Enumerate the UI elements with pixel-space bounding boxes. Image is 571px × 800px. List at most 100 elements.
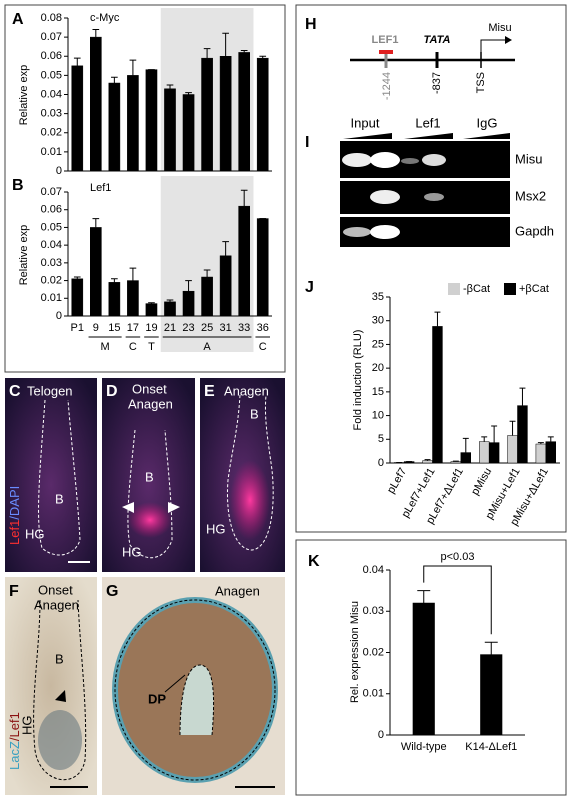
panel-letter: H xyxy=(305,16,317,33)
x-tick-label: P1 xyxy=(71,322,84,334)
image-d: D Onset Anagen B HG xyxy=(102,378,195,572)
bar xyxy=(201,276,213,317)
bar xyxy=(127,75,139,172)
y-tick-label: 0.01 xyxy=(41,292,62,304)
y-tick-label: 0.05 xyxy=(41,221,62,233)
legend-swatch xyxy=(448,283,460,295)
y-tick-label: 0.07 xyxy=(41,186,62,198)
bar xyxy=(545,441,556,464)
bar xyxy=(145,303,158,317)
panel-letter: D xyxy=(106,383,118,400)
band xyxy=(370,225,400,239)
y-tick-label: 0.01 xyxy=(363,688,384,700)
x-tick-label: 33 xyxy=(238,322,250,334)
bar xyxy=(488,442,500,464)
x-tick-label: 23 xyxy=(182,322,194,334)
lane-label: Lef1 xyxy=(415,115,440,130)
error-bar xyxy=(92,28,100,38)
bar xyxy=(460,452,472,464)
label: HG xyxy=(122,544,142,559)
band xyxy=(422,154,446,166)
image-c: C Telogen Lef1/DAPI B HG xyxy=(5,378,97,572)
caption: Telogen xyxy=(27,383,73,398)
arrowheads xyxy=(122,502,180,513)
band xyxy=(343,227,371,237)
caption: Onset xyxy=(38,582,73,597)
x-tick-label: 21 xyxy=(164,322,176,334)
caption: Anagen xyxy=(34,597,79,612)
stain-label: Lef1/DAPI xyxy=(7,486,22,545)
label: B xyxy=(55,491,64,506)
micrograph xyxy=(5,378,97,572)
image-f: F Onset Anagen LacZ/Lef1 B HG xyxy=(5,577,97,795)
y-tick-label: 0 xyxy=(378,457,384,469)
panel-letter: G xyxy=(106,583,118,600)
label: TATA xyxy=(424,34,451,46)
panel-letter: F xyxy=(9,583,19,600)
error-bar xyxy=(166,84,174,89)
arrow-head xyxy=(505,36,512,44)
label: HG xyxy=(206,521,226,536)
label: LEF1 xyxy=(372,34,399,46)
error-bar xyxy=(203,48,211,59)
stain-region xyxy=(38,710,82,770)
wedges xyxy=(343,133,510,139)
x-tick-label: 15 xyxy=(108,322,120,334)
dermal-papilla xyxy=(179,664,215,736)
bar xyxy=(182,290,195,317)
stain-label: LacZ/Lef1 xyxy=(7,712,22,770)
bar xyxy=(432,326,443,464)
outline xyxy=(226,394,274,551)
error-bar xyxy=(166,299,174,302)
legend-swatch xyxy=(504,283,516,295)
error-bar xyxy=(519,387,526,406)
bar xyxy=(90,227,102,317)
outline xyxy=(38,399,81,556)
bar xyxy=(145,69,158,172)
y-tick-label: 0.01 xyxy=(41,146,62,158)
chart-title: Lef1 xyxy=(90,182,111,194)
error-bar xyxy=(203,269,211,278)
label: B xyxy=(250,406,259,421)
label: TSS xyxy=(475,72,487,93)
y-tick-label: 0.06 xyxy=(41,50,62,62)
y-tick-label: 5 xyxy=(378,433,384,445)
y-tick-label: 15 xyxy=(372,386,384,398)
error-bar xyxy=(148,302,155,304)
stain: /DAPI xyxy=(7,486,22,520)
x-tick-label: 19 xyxy=(145,322,157,334)
y-tick-label: 0.04 xyxy=(41,239,62,251)
panel-letter: J xyxy=(305,279,314,296)
y-tick-label: 0.05 xyxy=(41,69,62,81)
y-tick-label: 0.07 xyxy=(41,31,62,43)
error-bar xyxy=(111,76,118,84)
bar xyxy=(164,301,176,317)
image-g: G Anagen DP xyxy=(102,577,285,795)
x-tick-label: K14-ΔLef1 xyxy=(465,741,517,753)
image-e: E Anagen B HG xyxy=(200,378,285,572)
panel-h: H LEF1 TATA Misu -1244 -837 TSS xyxy=(305,16,515,100)
group-label: M xyxy=(101,341,110,353)
lane-label: Input xyxy=(351,115,380,130)
bar xyxy=(219,56,232,172)
panel-i: I Input Lef1 IgG Misu Msx2 Gapdh xyxy=(305,115,554,247)
band xyxy=(424,193,444,201)
stain: /Lef1 xyxy=(7,712,22,741)
y-tick-label: 0.03 xyxy=(41,257,62,269)
shaded-region xyxy=(160,176,254,352)
y-tick-label: 0 xyxy=(378,729,384,741)
bar xyxy=(238,52,250,172)
y-axis-label: Fold induction (RLU) xyxy=(352,330,364,431)
caption: Anagen xyxy=(128,396,173,411)
error-bar xyxy=(111,278,118,283)
y-tick-label: 0.02 xyxy=(363,646,384,658)
bar xyxy=(127,280,139,317)
error-bar xyxy=(462,437,469,453)
error-bar xyxy=(509,420,516,436)
chart-title: c-Myc xyxy=(90,12,120,24)
error-bar xyxy=(222,32,229,57)
label: B xyxy=(145,469,154,484)
x-tick-label: pLef7 xyxy=(385,466,409,496)
micrograph xyxy=(102,378,195,572)
